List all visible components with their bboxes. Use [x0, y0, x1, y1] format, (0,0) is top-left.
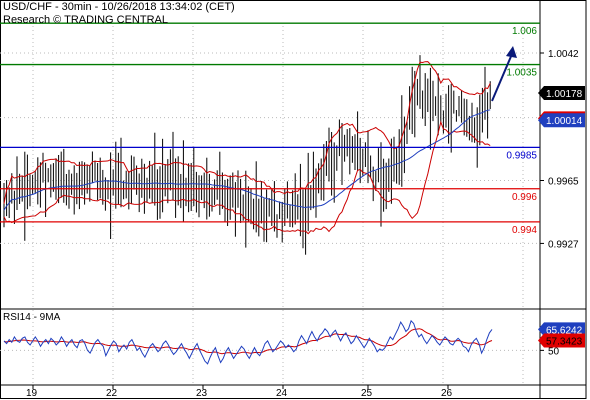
bollinger-lower: [3, 120, 491, 235]
price-tag-label: 1.00014: [546, 116, 583, 127]
price-tag: [538, 86, 585, 101]
x-tick-label: 26: [441, 388, 453, 399]
rsi-tag-label: 57.3423: [546, 337, 583, 348]
x-tick-label: 25: [361, 388, 373, 399]
y-tick-label: 0.9927: [548, 239, 579, 250]
level-label: 0.996: [512, 192, 537, 203]
rsi-tag: [538, 333, 585, 348]
forecast-arrow-head: [506, 46, 517, 59]
rsi-tag: [538, 322, 585, 337]
level-label: 0.9985: [506, 150, 537, 161]
rsi-tag-label: 65.6242: [546, 325, 583, 336]
price-tag: [538, 113, 585, 128]
level-label: 1.0035: [506, 68, 537, 79]
bollinger-upper: [3, 61, 491, 204]
x-tick-label: 23: [196, 388, 208, 399]
y-tick-label: 1.0042: [548, 49, 579, 60]
x-tick-label: 24: [276, 388, 288, 399]
x-tick-label: 19: [26, 388, 38, 399]
rsi-line: [3, 319, 493, 365]
y-tick-label: 0.9965: [548, 176, 579, 187]
forecast-arrow-shaft: [491, 53, 513, 102]
level-label: 1.006: [512, 26, 537, 37]
level-label: 0.994: [512, 225, 537, 236]
rsi-label: RSI14 - 9MA: [3, 312, 61, 323]
x-tick-label: 22: [106, 388, 118, 399]
rsi-ma-line: [3, 328, 493, 355]
chart-title: USD/CHF - 30min - 10/26/2018 13:34:02 (C…: [3, 1, 235, 13]
chart-subtitle: Research © TRADING CENTRAL: [3, 14, 168, 26]
rsi-y-tick-label: 50: [548, 346, 560, 357]
price-tag-label: 1.00178: [546, 89, 583, 100]
moving-average: [3, 109, 491, 211]
